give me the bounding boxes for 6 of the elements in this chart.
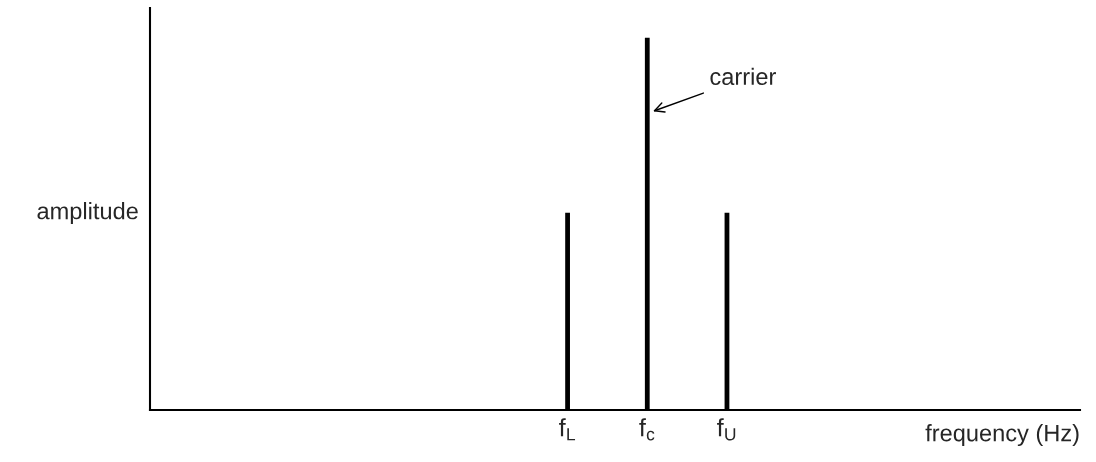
x-tick-label: f$_{L}$ (559, 418, 576, 441)
text: frequency (Hz) (925, 424, 1079, 447)
text: amplitude (37, 202, 138, 225)
x-tick-label: f$_{c}$ (639, 418, 655, 441)
annotation: carrier (710, 67, 776, 86)
x-tick-label: f$_{U}$ (717, 418, 736, 441)
